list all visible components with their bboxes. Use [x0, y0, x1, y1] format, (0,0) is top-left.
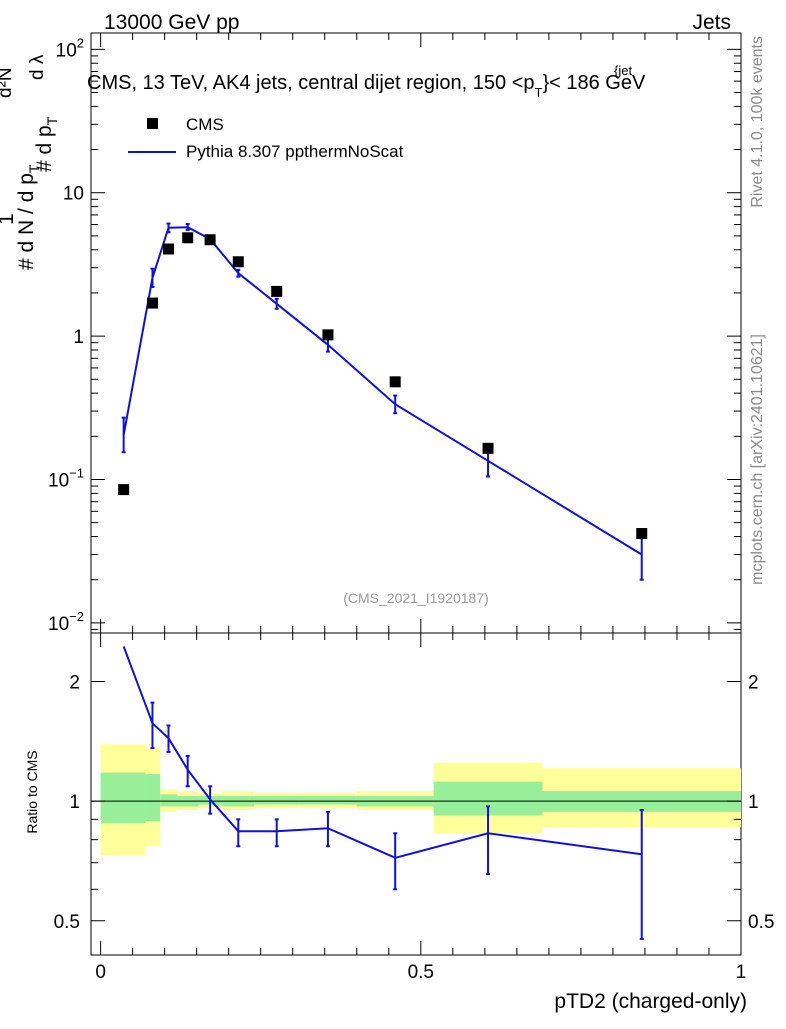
analysis-id-label: (CMS_2021_I1920187) — [343, 590, 489, 606]
ylabel-numerator: 1 — [0, 213, 18, 225]
main-y-tick-label: 102 — [56, 35, 84, 61]
ylabel-hash: # d N / d p — [15, 173, 38, 270]
cms-data-point — [204, 234, 216, 246]
cms-data-point — [389, 376, 401, 388]
main-y-axis-label: # d N / d pT 1 # d pT d²N d λ — [0, 54, 60, 270]
cms-data-point — [322, 329, 334, 341]
ratio-x-tick-label: 0.5 — [408, 962, 434, 983]
legend-pythia-label: Pythia 8.307 ppthermNoScat — [186, 142, 404, 161]
rivet-version-label: Rivet 4.1.0, 100k events — [749, 36, 766, 208]
main-y-tick-label: 1 — [73, 327, 84, 348]
cms-data-point — [232, 256, 244, 268]
ylabel-right-sub: T — [44, 116, 60, 125]
title-sub: T — [535, 85, 543, 100]
x-axis-label: pTD2 (charged-only) — [554, 990, 747, 1013]
cms-data-point — [118, 484, 130, 496]
ratio-y-tick-label-left: 2 — [69, 673, 80, 694]
cms-data-point — [482, 442, 494, 454]
legend-cms-marker — [147, 118, 158, 129]
ratio-band-inner — [145, 774, 161, 822]
svg-text:# d pT: # d pT — [33, 116, 60, 172]
ratio-band-inner — [100, 772, 146, 824]
ylabel-top2: d λ — [27, 54, 48, 80]
header-left-label: 13000 GeV pp — [104, 11, 239, 34]
legend-cms-label: CMS — [186, 115, 224, 134]
main-y-tick-label: 10−2 — [48, 609, 84, 635]
ratio-plot-panel: 0.5 0.5 1 1 2 2 0 0.5 1 — [54, 632, 774, 983]
svg-text:# d N / d pT: # d N / d pT — [15, 164, 42, 270]
main-y-tick-label: 10 — [63, 184, 84, 205]
mcplots-label: mcplots.cern.ch [arXiv:2401.10621] — [749, 334, 766, 585]
ylabel-top: d²N — [0, 67, 16, 98]
main-y-tick-label: 10−1 — [48, 465, 84, 491]
cms-data-point — [271, 285, 283, 297]
ratio-y-axis-label: Ratio to CMS — [24, 750, 40, 833]
ratio-band-inner — [160, 794, 178, 807]
ratio-y-tick-label-right: 0.5 — [748, 912, 774, 933]
ylabel-sub: T — [26, 164, 42, 173]
ratio-y-tick-label-left: 0.5 — [54, 912, 80, 933]
ratio-x-tick-label: 1 — [736, 962, 747, 983]
ratio-y-tick-label-right: 2 — [748, 673, 759, 694]
ratio-x-tick-label: 0 — [95, 962, 106, 983]
main-plot-title: CMS, 13 TeV, AK4 jets, central dijet reg… — [87, 72, 646, 100]
ratio-y-tick-label-left: 1 — [69, 792, 80, 813]
title-superscript: {jet — [614, 63, 632, 78]
legend: CMS Pythia 8.307 ppthermNoScat — [128, 115, 404, 161]
header-right-label: Jets — [692, 11, 731, 34]
cms-data-point — [182, 232, 194, 244]
main-plot-panel: 10−2 10−1 1 10 102 — [48, 32, 742, 635]
pythia-line — [122, 226, 643, 556]
cms-data-point — [162, 243, 174, 255]
ratio-y-tick-label-right: 1 — [748, 792, 759, 813]
ratio-band-inner — [254, 796, 300, 805]
cms-data-point — [636, 528, 648, 540]
ratio-band-inner — [299, 796, 357, 805]
cms-data-point — [146, 297, 158, 309]
ylabel-right: # d p — [33, 125, 56, 172]
title-tail: }< 186 GeV — [542, 72, 646, 94]
